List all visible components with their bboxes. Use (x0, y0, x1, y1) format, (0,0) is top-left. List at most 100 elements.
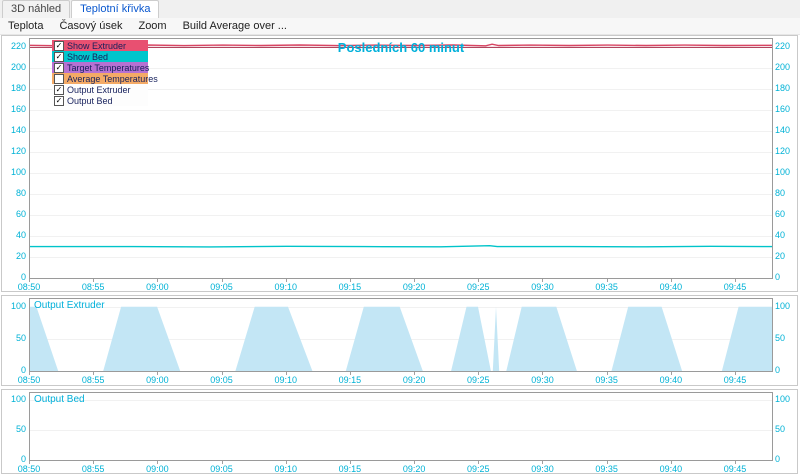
legend-item: ✓ Target Temperatures (52, 62, 150, 73)
tab-temperature-curve[interactable]: Teplotní křivka (71, 0, 160, 18)
axis-tick-label: 60 (775, 209, 786, 220)
axis-tick-label: 220 (10, 41, 26, 52)
axis-tickmark (478, 461, 480, 464)
axis-tick-label: 0 (20, 365, 26, 375)
gridline (30, 236, 772, 237)
axis-tickmark (414, 461, 416, 464)
axis-tick-label: 09:20 (402, 282, 426, 292)
axis-tickmark (157, 279, 159, 282)
axis-tickmark (285, 461, 287, 464)
gridline (30, 194, 772, 195)
axis-tickmark (606, 461, 608, 464)
axis-tick-label: 100 (10, 300, 26, 311)
axis-tickmark (735, 372, 737, 375)
axis-tick-label: 09:15 (338, 282, 362, 292)
axis-tick-label: 09:00 (146, 464, 169, 474)
axis-tickmark (606, 372, 608, 375)
axis-tickmark (221, 372, 223, 375)
tab-3d-view[interactable]: 3D náhled (2, 0, 71, 18)
menu-time-period[interactable]: Časový úsek (59, 20, 123, 32)
view-tabstrip: 3D náhled Teplotní křivka (0, 0, 800, 18)
axis-tick-label: 20 (775, 251, 786, 262)
axis-tick-label: 09:25 (467, 282, 490, 292)
axis-tick-label: 08:50 (17, 282, 41, 292)
axis-tick-label: 08:50 (17, 464, 41, 474)
legend-item-label: Show Extruder (67, 40, 127, 51)
axis-tickmark (93, 372, 95, 375)
axis-tick-label: 60 (15, 209, 26, 220)
axis-tickmark (349, 372, 351, 375)
axis-tick-label: 09:35 (595, 464, 618, 474)
axis-tick-label: 200 (775, 62, 791, 73)
axis-tickmark (542, 461, 544, 464)
axis-tickmark (670, 372, 672, 375)
gridline (30, 215, 772, 216)
menu-build-average[interactable]: Build Average over ... (182, 20, 287, 32)
gridline (30, 68, 772, 69)
legend-checkbox[interactable]: ✓ (54, 95, 64, 106)
legend-item-label: Show Bed (67, 51, 109, 62)
axis-tick-label: 40 (775, 230, 786, 241)
axis-tick-label: 80 (775, 188, 786, 199)
axis-tickmark (93, 279, 95, 282)
legend-item-label: Output Extruder (67, 84, 131, 95)
axis-tick-label: 0 (20, 272, 26, 282)
axis-tick-label: 20 (15, 251, 26, 262)
legend-checkbox[interactable]: ✓ (54, 84, 64, 95)
legend-item-label: Average Temperatures (67, 73, 158, 84)
gridline (30, 152, 772, 153)
gridline (30, 430, 772, 431)
legend-item: ✓ Output Extruder (52, 84, 148, 95)
axis-tick-label: 180 (10, 83, 26, 94)
gridline (30, 89, 772, 90)
axis-tick-label: 09:05 (210, 464, 233, 474)
axis-tick-label: 0 (775, 365, 781, 375)
axis-tickmark (221, 461, 223, 464)
axis-tick-label: 09:10 (274, 282, 297, 292)
axis-tickmark (29, 461, 30, 464)
axis-tick-label: 08:55 (81, 464, 105, 474)
out_extruder-series-layer (30, 306, 772, 371)
axis-tick-label: 09:40 (659, 375, 683, 385)
legend-item: ✓ Show Extruder (52, 40, 148, 51)
temperature-plot-area[interactable]: Posledních 60 minut ✓ Show Extruder ✓ Show … (29, 38, 773, 279)
menu-temperature[interactable]: Teplota (8, 20, 44, 32)
axis-tickmark (29, 279, 30, 282)
axis-tick-label: 09:35 (595, 375, 618, 385)
axis-tickmark (478, 279, 480, 282)
axis-tick-label: 50 (775, 424, 786, 435)
output-extruder-plot-area[interactable]: Output Extruder (29, 298, 773, 372)
axis-tick-label: 09:30 (531, 375, 554, 385)
axis-tick-label: 0 (775, 454, 781, 464)
axis-tickmark (542, 372, 544, 375)
legend-checkbox[interactable] (54, 73, 64, 84)
axis-tick-label: 09:30 (531, 464, 554, 474)
axis-tick-label: 40 (15, 230, 26, 241)
axis-tickmark (285, 372, 287, 375)
axis-tick-label: 120 (775, 146, 791, 157)
legend-checkbox[interactable]: ✓ (54, 51, 64, 62)
axis-tick-label: 09:15 (338, 375, 362, 385)
axis-tick-label: 09:10 (274, 464, 297, 474)
axis-tick-label: 09:25 (467, 375, 490, 385)
axis-tick-label: 100 (775, 167, 791, 178)
axis-tickmark (414, 372, 416, 375)
axis-tick-label: 09:05 (210, 282, 233, 292)
axis-tick-label: 100 (775, 300, 791, 311)
axis-tick-label: 140 (10, 125, 26, 136)
gridline (30, 400, 772, 401)
gridline (30, 110, 772, 111)
axis-tickmark (221, 279, 223, 282)
axis-tick-label: 09:00 (146, 282, 169, 292)
legend-item-label: Target Temperatures (67, 62, 150, 73)
axis-tick-label: 80 (15, 188, 26, 199)
axis-tickmark (606, 279, 608, 282)
chart-legend: ✓ Show Extruder ✓ Show Bed ✓ Target Temperatu… (52, 40, 158, 106)
menu-zoom[interactable]: Zoom (138, 20, 167, 32)
legend-item: ✓ Output Bed (52, 95, 148, 106)
legend-checkbox[interactable]: ✓ (54, 62, 64, 73)
output-bed-plot-area[interactable]: Output Bed (29, 392, 773, 461)
axis-tickmark (285, 279, 287, 282)
legend-checkbox[interactable]: ✓ (54, 40, 64, 51)
